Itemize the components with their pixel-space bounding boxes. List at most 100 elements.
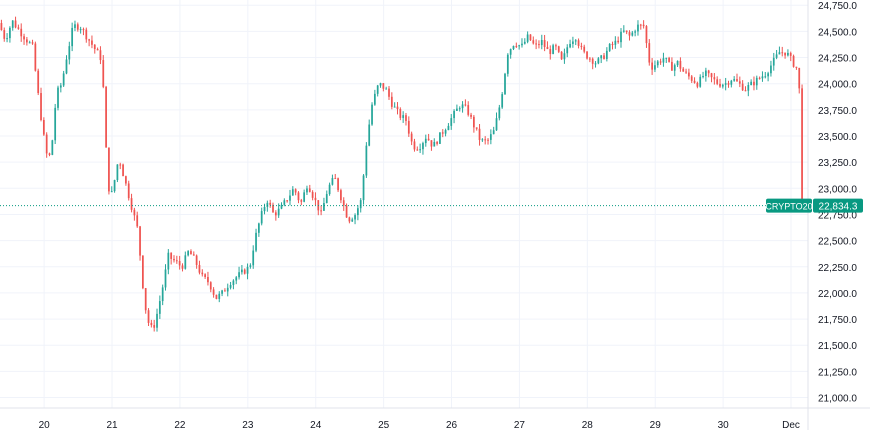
candle-body-up — [569, 43, 571, 48]
candle-body-up — [778, 52, 781, 55]
candle-body-up — [662, 58, 665, 63]
candle-body-up — [371, 104, 373, 125]
candle-body-down — [549, 49, 552, 54]
candle-body-up — [54, 107, 57, 141]
candle-body-up — [59, 85, 62, 88]
candle-body-up — [755, 77, 758, 86]
candle-body-down — [475, 127, 478, 129]
candle-body-up — [110, 191, 113, 193]
x-tick-label: 28 — [582, 420, 594, 430]
candle-body-down — [272, 204, 274, 213]
candle-body-up — [656, 61, 659, 66]
candle-body-down — [294, 189, 297, 193]
candle-body-down — [696, 82, 699, 87]
candle-body-up — [113, 180, 116, 192]
price-tags: CRYPTO20 22,834.3 — [765, 198, 863, 213]
candle-body-down — [337, 178, 339, 191]
candle-body-up — [357, 208, 359, 216]
candle-body-down — [588, 58, 591, 60]
candle-body-up — [518, 45, 521, 47]
candle-body-down — [410, 133, 413, 142]
candle-body-up — [481, 139, 484, 141]
candle-body-down — [23, 36, 25, 40]
candle-body-up — [450, 118, 453, 126]
candle-body-up — [492, 130, 495, 135]
candle-body-down — [269, 202, 272, 205]
candle-body-up — [594, 63, 597, 65]
candle-body-up — [512, 45, 515, 50]
candle-body-up — [453, 110, 455, 119]
symbol-tag-bg — [766, 198, 812, 213]
candle-body-down — [40, 93, 42, 120]
candle-body-down — [555, 45, 557, 47]
time-axis[interactable]: 20 21 22 23 24 25 26 27 28 29 30 Dec — [39, 420, 800, 431]
candle-body-up — [614, 40, 617, 45]
candle-body-up — [631, 32, 634, 36]
candle-body-down — [31, 42, 34, 44]
candle-body-down — [14, 20, 17, 28]
candle-body-up — [747, 85, 750, 91]
candle-body-down — [792, 55, 795, 67]
candle-body-up — [764, 76, 767, 78]
candle-body-up — [540, 40, 543, 46]
y-tick-label: 24,250.0 — [818, 54, 857, 65]
candle-body-down — [181, 265, 184, 269]
candle-body-down — [487, 139, 489, 141]
y-tick-label: 22,000.0 — [818, 289, 857, 300]
candle-body-down — [781, 52, 784, 54]
candle-body-down — [628, 32, 631, 36]
candle-body-down — [798, 67, 801, 89]
candle-body-up — [439, 132, 441, 144]
candle-body-down — [430, 140, 433, 147]
candle-body-up — [362, 175, 365, 201]
candle-body-down — [405, 115, 407, 121]
candle-body-down — [642, 24, 645, 27]
candle-body-down — [736, 79, 738, 82]
candle-body-up — [597, 58, 600, 64]
candle-body-up — [521, 43, 523, 46]
candle-body-up — [608, 43, 611, 51]
candle-body-down — [91, 40, 93, 45]
candle-body-down — [648, 43, 651, 63]
candle-body-up — [235, 277, 238, 281]
candle-body-up — [62, 73, 65, 86]
symbol-tag-label: CRYPTO20 — [765, 202, 812, 212]
candle-body-up — [241, 269, 243, 273]
candle-body-down — [693, 80, 696, 83]
y-tick-label: 23,250.0 — [818, 158, 857, 169]
candle-body-down — [192, 254, 195, 256]
price-axis[interactable]: 21,000.0 21,250.0 21,500.0 21,750.0 22,000.0… — [818, 1, 857, 404]
candle-body-down — [195, 255, 198, 265]
candle-body-down — [382, 83, 385, 89]
candle-body-up — [458, 108, 461, 110]
candle-body-up — [238, 272, 240, 278]
candle-body-up — [260, 211, 263, 224]
candle-body-down — [744, 90, 747, 92]
candle-body-down — [141, 255, 144, 289]
candle-body-down — [679, 60, 682, 69]
candle-body-up — [676, 60, 679, 66]
y-tick-label: 24,500.0 — [818, 27, 857, 38]
candle-body-up — [331, 178, 334, 185]
candle-body-up — [509, 49, 512, 55]
candle-body-up — [424, 138, 427, 144]
candle-body-down — [441, 132, 444, 134]
candle-body-up — [730, 80, 733, 85]
candle-body-up — [767, 73, 769, 77]
candle-body-up — [444, 130, 447, 134]
candle-body-down — [175, 260, 178, 262]
x-tick-label: 20 — [39, 420, 51, 430]
candle-body-down — [314, 197, 317, 201]
candle-body-up — [277, 208, 280, 216]
candle-body-down — [348, 217, 351, 222]
candle-body-down — [580, 45, 583, 47]
candle-body-up — [167, 252, 170, 270]
candle-body-down — [591, 58, 594, 64]
candle-body-down — [173, 258, 175, 261]
y-tick-label: 21,750.0 — [818, 315, 857, 326]
candle-body-down — [690, 76, 693, 81]
candle-body-up — [365, 145, 368, 176]
candle-body-up — [489, 134, 492, 140]
